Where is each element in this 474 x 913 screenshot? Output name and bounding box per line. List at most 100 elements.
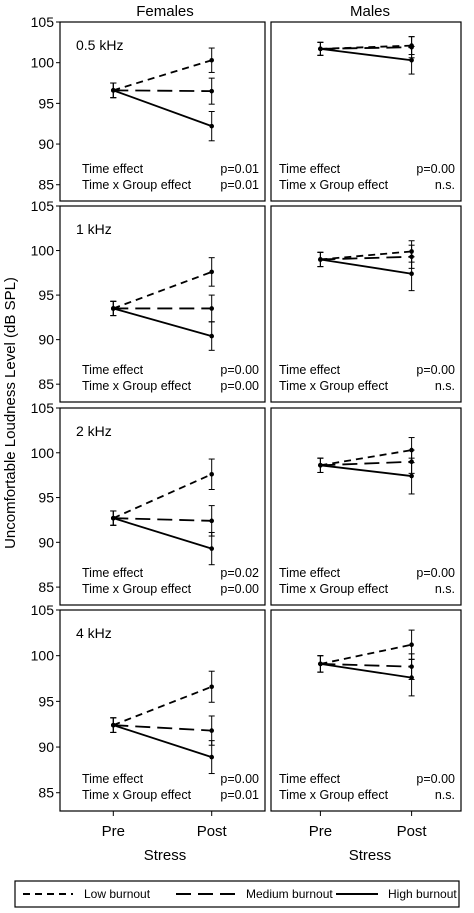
- y-tick-label: 95: [38, 95, 54, 111]
- panel-females-2: 85 90 95 100 105 1 kHz Time effect p=0.00 Time x…: [31, 198, 266, 403]
- y-tick-label: 100: [31, 55, 55, 71]
- annotation-value: p=0.01: [220, 788, 259, 802]
- column-title-females: Females: [136, 3, 194, 20]
- frequency-label: 4 kHz: [76, 625, 112, 641]
- annotation-value: p=0.02: [220, 566, 259, 580]
- series-line-high-burnout: [113, 307, 212, 337]
- legend-label-low-burnout: Low burnout: [84, 887, 151, 901]
- x-tick-label-post: Post: [397, 823, 428, 840]
- y-tick-label: 95: [38, 693, 54, 709]
- series-line-medium-burnout: [320, 663, 412, 668]
- x-tick-label-post: Post: [197, 823, 228, 840]
- annotation-value: p=0.00: [220, 363, 259, 377]
- panel-males-3: Time effect p=0.00 Time x Group effect n.s.: [270, 407, 462, 606]
- y-tick-label: 90: [38, 136, 54, 152]
- data-point-low-burnout: [209, 269, 214, 275]
- series-line-medium-burnout: [113, 724, 212, 732]
- panel-frame: [59, 21, 266, 202]
- y-tick-label: 105: [31, 198, 55, 214]
- column-title-males: Males: [350, 3, 390, 20]
- panel-frame: [59, 205, 266, 403]
- panel-females-3: 85 90 95 100 105 2 kHz Time effect p=0.02 Time x…: [31, 400, 266, 606]
- data-point-high-burnout: [318, 46, 323, 52]
- series-line-low-burnout: [320, 449, 412, 467]
- y-tick-label: 90: [38, 739, 54, 755]
- annotation-label: Time x Group effect: [279, 379, 389, 393]
- annotation-value: n.s.: [435, 178, 455, 192]
- y-tick-label: 85: [38, 177, 54, 193]
- x-axis-label-males: Stress: [349, 847, 392, 864]
- series-line-low-burnout: [320, 44, 412, 50]
- data-point-high-burnout: [111, 306, 116, 311]
- data-point-high-burnout: [409, 675, 414, 680]
- x-axis-label-females: Stress: [144, 847, 187, 864]
- data-point-high-burnout: [318, 661, 323, 667]
- annotation-value: p=0.00: [416, 162, 455, 176]
- annotation-label: Time x Group effect: [82, 582, 192, 596]
- y-tick-label: 100: [31, 648, 55, 664]
- y-tick-label: 95: [38, 490, 54, 506]
- panel-frame: [270, 609, 462, 812]
- data-point-high-burnout: [209, 754, 214, 760]
- annotation-label: Time effect: [279, 162, 341, 176]
- annotation-value: p=0.00: [220, 379, 259, 393]
- frequency-label: 2 kHz: [76, 423, 112, 439]
- annotation-label: Time x Group effect: [279, 178, 389, 192]
- annotation-label: Time effect: [82, 772, 144, 786]
- annotation-value: p=0.00: [416, 363, 455, 377]
- panel-females-1: 85 90 95 100 105 0.5 kHz Time effect p=0.01 Time…: [31, 14, 266, 202]
- series-line-high-burnout: [320, 663, 412, 679]
- series-line-low-burnout: [112, 685, 213, 726]
- data-point-high-burnout: [209, 123, 214, 129]
- panel-males-1: Time effect p=0.00 Time x Group effect n.s.: [270, 21, 462, 202]
- legend: Low burnout Medium burnout High burnout: [14, 880, 460, 908]
- panel-frame: [59, 407, 266, 606]
- annotation-value: n.s.: [435, 788, 455, 802]
- annotation-label: Time x Group effect: [82, 788, 192, 802]
- annotation-value: n.s.: [435, 379, 455, 393]
- legend-label-medium-burnout: Medium burnout: [246, 887, 333, 901]
- panel-males-2: Time effect p=0.00 Time x Group effect n.s.: [270, 205, 462, 403]
- data-point-high-burnout: [409, 57, 414, 63]
- data-point-medium-burnout: [209, 728, 214, 733]
- data-point-high-burnout: [209, 546, 214, 551]
- panel-frame: [270, 21, 462, 202]
- series-line-low-burnout: [112, 473, 213, 519]
- annotation-value: p=0.01: [220, 162, 259, 176]
- series-line-high-burnout: [320, 258, 412, 275]
- annotation-label: Time x Group effect: [279, 582, 389, 596]
- y-tick-label: 95: [38, 287, 54, 303]
- y-tick-label: 90: [38, 332, 54, 348]
- data-point-high-burnout: [409, 473, 414, 479]
- y-axis-label: Uncomfortable Loudness Level (dB SPL): [2, 277, 19, 549]
- annotation-value: p=0.00: [416, 772, 455, 786]
- annotation-value: p=0.00: [220, 582, 259, 596]
- data-point-medium-burnout: [209, 306, 214, 311]
- y-tick-label: 85: [38, 785, 54, 801]
- data-point-high-burnout: [111, 88, 116, 93]
- data-point-low-burnout: [209, 471, 214, 477]
- y-tick-label: 105: [31, 14, 55, 30]
- annotation-label: Time x Group effect: [279, 788, 389, 802]
- annotation-value: p=0.00: [416, 566, 455, 580]
- series-line-high-burnout: [112, 89, 213, 127]
- annotation-label: Time effect: [279, 363, 341, 377]
- data-point-high-burnout: [318, 463, 323, 468]
- panel-frame: [270, 205, 462, 403]
- annotation-value: p=0.00: [220, 772, 259, 786]
- data-point-low-burnout: [209, 684, 214, 690]
- series-line-low-burnout: [320, 250, 412, 261]
- panel-males-4: Time effect p=0.00 Time x Group effect n.s.: [270, 609, 462, 812]
- annotation-label: Time x Group effect: [82, 379, 192, 393]
- x-tick-label-pre: Pre: [309, 823, 332, 840]
- series-line-medium-burnout: [113, 89, 212, 93]
- series-line-high-burnout: [320, 47, 412, 62]
- series-line-medium-burnout: [113, 517, 212, 522]
- series-line-high-burnout: [113, 517, 212, 550]
- frequency-label: 0.5 kHz: [76, 37, 123, 53]
- annotation-label: Time effect: [279, 772, 341, 786]
- annotation-value: n.s.: [435, 582, 455, 596]
- y-tick-label: 90: [38, 534, 54, 550]
- frequency-label: 1 kHz: [76, 221, 112, 237]
